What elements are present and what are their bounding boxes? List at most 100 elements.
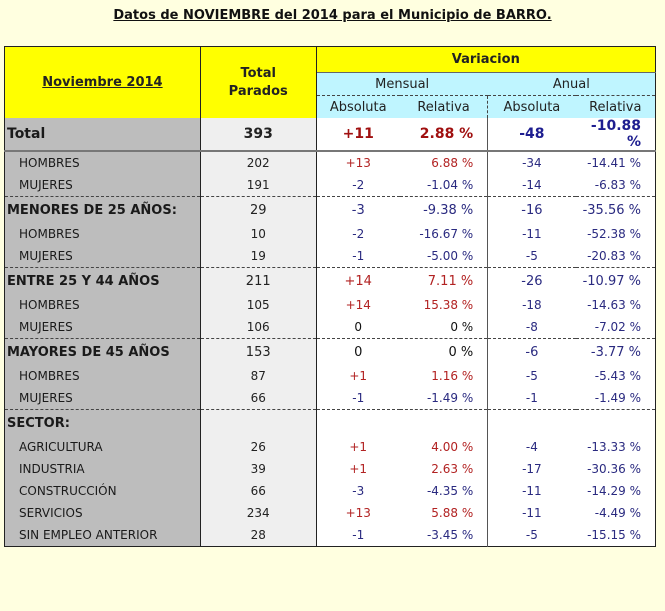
- mensual-absoluta-value: -3: [316, 480, 400, 502]
- mensual-absoluta-value: +1: [316, 458, 400, 480]
- row-total-parados: 26: [200, 436, 317, 458]
- mensual-absoluta-value: +14: [316, 294, 400, 316]
- anual-relativa-value: -35.56 %: [575, 196, 656, 223]
- row-label: HOMBRES: [4, 294, 201, 316]
- anual-absoluta-value: -11: [487, 480, 576, 502]
- table-row: MENORES DE 25 AÑOS: 29 -3 -9.38 % -16 -35.56 …: [4, 196, 656, 223]
- anual-relativa-value: -14.63 %: [575, 294, 656, 316]
- mensual-absoluta-value: +1: [316, 436, 400, 458]
- anual-relativa-value: -7.02 %: [575, 316, 656, 339]
- anual-relativa-header: Relativa: [575, 95, 656, 118]
- row-total-parados: 10: [200, 223, 317, 245]
- table-row: SIN EMPLEO ANTERIOR 28 -1 -3.45 % -5 -15.15 %: [4, 524, 656, 547]
- row-total-parados: 393: [200, 118, 317, 152]
- table-row: CONSTRUCCIÓN 66 -3 -4.35 % -11 -14.29 %: [4, 480, 656, 502]
- anual-absoluta-value: -18: [487, 294, 576, 316]
- row-label: MUJERES: [4, 316, 201, 339]
- anual-absoluta-value: -26: [487, 267, 576, 294]
- anual-absoluta-header: Absoluta: [487, 95, 576, 118]
- anual-absoluta-value: [487, 409, 576, 436]
- anual-relativa-value: -52.38 %: [575, 223, 656, 245]
- anual-relativa-value: [575, 409, 656, 436]
- mensual-relativa-value: -1.49 %: [399, 387, 488, 410]
- period-label: Noviembre 2014: [42, 75, 163, 90]
- mensual-relativa-value: 5.88 %: [399, 502, 488, 524]
- table-row: SECTOR:: [4, 409, 656, 436]
- mensual-absoluta-value: -1: [316, 245, 400, 268]
- table-row: ENTRE 25 Y 44 AÑOS 211 +14 7.11 % -26 -10.97 …: [4, 267, 656, 294]
- mensual-relativa-value: [399, 409, 488, 436]
- anual-relativa-value: -1.49 %: [575, 387, 656, 410]
- anual-absoluta-value: -11: [487, 502, 576, 524]
- anual-relativa-value: -6.83 %: [575, 174, 656, 197]
- row-total-parados: 211: [200, 267, 317, 294]
- anual-absoluta-value: -48: [487, 118, 576, 152]
- mensual-relativa-value: 2.63 %: [399, 458, 488, 480]
- mensual-relativa-value: -9.38 %: [399, 196, 488, 223]
- row-label: SECTOR:: [4, 409, 201, 436]
- table-row: HOMBRES 10 -2 -16.67 % -11 -52.38 %: [4, 223, 656, 245]
- mensual-relativa-value: 0 %: [399, 338, 488, 365]
- row-total-parados: 105: [200, 294, 317, 316]
- anual-absoluta-value: -16: [487, 196, 576, 223]
- anual-absoluta-value: -5: [487, 245, 576, 268]
- row-total-parados: 106: [200, 316, 317, 339]
- row-total-parados: 19: [200, 245, 317, 268]
- table-row: MUJERES 106 0 0 % -8 -7.02 %: [4, 316, 656, 339]
- table-row: AGRICULTURA 26 +1 4.00 % -4 -13.33 %: [4, 436, 656, 458]
- anual-absoluta-value: -5: [487, 524, 576, 547]
- anual-relativa-value: -20.83 %: [575, 245, 656, 268]
- mensual-absoluta-value: +13: [316, 151, 400, 174]
- anual-absoluta-value: -14: [487, 174, 576, 197]
- table-row: SERVICIOS 234 +13 5.88 % -11 -4.49 %: [4, 502, 656, 524]
- mensual-absoluta-value: -1: [316, 387, 400, 410]
- table-row: Total 393 +11 2.88 % -48 -10.88 %: [4, 118, 656, 152]
- mensual-relativa-value: 1.16 %: [399, 365, 488, 387]
- row-label: INDUSTRIA: [4, 458, 201, 480]
- table-body: Total 393 +11 2.88 % -48 -10.88 % HOMBRES 202 +1…: [4, 118, 656, 547]
- anual-relativa-value: -13.33 %: [575, 436, 656, 458]
- mensual-relativa-value: 4.00 %: [399, 436, 488, 458]
- anual-relativa-value: -14.41 %: [575, 151, 656, 174]
- anual-header: Anual: [487, 72, 656, 96]
- row-label: AGRICULTURA: [4, 436, 201, 458]
- row-label: MUJERES: [4, 245, 201, 268]
- row-label: HOMBRES: [4, 151, 201, 174]
- mensual-absoluta-header: Absoluta: [316, 95, 400, 118]
- row-total-parados: 28: [200, 524, 317, 547]
- anual-relativa-value: -30.36 %: [575, 458, 656, 480]
- total-label-line2: Parados: [228, 83, 288, 99]
- anual-absoluta-value: -17: [487, 458, 576, 480]
- row-total-parados: 39: [200, 458, 317, 480]
- row-label: CONSTRUCCIÓN: [4, 480, 201, 502]
- mensual-absoluta-value: [316, 409, 400, 436]
- mensual-absoluta-value: +13: [316, 502, 400, 524]
- mensual-relativa-value: 7.11 %: [399, 267, 488, 294]
- anual-absoluta-value: -1: [487, 387, 576, 410]
- row-total-parados: 29: [200, 196, 317, 223]
- anual-relativa-value: -4.49 %: [575, 502, 656, 524]
- table-row: MAYORES DE 45 AÑOS 153 0 0 % -6 -3.77 %: [4, 338, 656, 365]
- row-label: MUJERES: [4, 174, 201, 197]
- row-total-parados: 202: [200, 151, 317, 174]
- anual-relativa-value: -10.88 %: [575, 118, 656, 152]
- mensual-absoluta-value: -3: [316, 196, 400, 223]
- anual-relativa-value: -3.77 %: [575, 338, 656, 365]
- mensual-relativa-value: 15.38 %: [399, 294, 488, 316]
- table-row: MUJERES 66 -1 -1.49 % -1 -1.49 %: [4, 387, 656, 410]
- row-total-parados: 87: [200, 365, 317, 387]
- row-total-parados: 66: [200, 480, 317, 502]
- anual-relativa-value: -15.15 %: [575, 524, 656, 547]
- row-label: HOMBRES: [4, 223, 201, 245]
- table-row: HOMBRES 105 +14 15.38 % -18 -14.63 %: [4, 294, 656, 316]
- total-label-line1: Total: [240, 65, 276, 81]
- unemployment-table: Noviembre 2014 Total Parados Variacion M…: [4, 46, 656, 547]
- mensual-relativa-value: -1.04 %: [399, 174, 488, 197]
- row-label: Total: [4, 118, 201, 152]
- anual-relativa-value: -5.43 %: [575, 365, 656, 387]
- row-label: ENTRE 25 Y 44 AÑOS: [4, 267, 201, 294]
- anual-absoluta-value: -4: [487, 436, 576, 458]
- row-label: MENORES DE 25 AÑOS:: [4, 196, 201, 223]
- mensual-relativa-value: -5.00 %: [399, 245, 488, 268]
- row-label: MUJERES: [4, 387, 201, 410]
